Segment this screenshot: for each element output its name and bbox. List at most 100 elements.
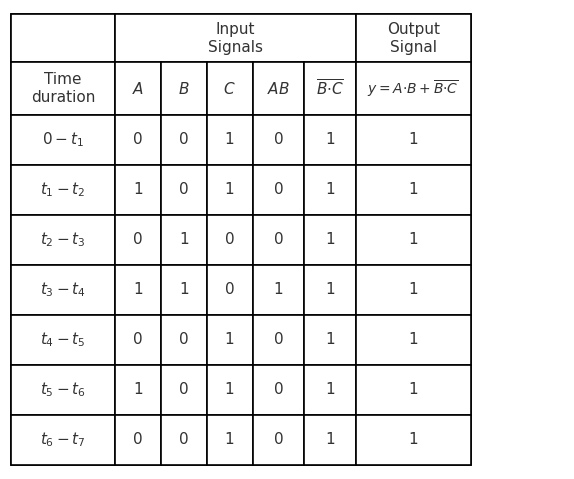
Text: $y = A{\cdot}B + \overline{B{\cdot}C}$: $y = A{\cdot}B + \overline{B{\cdot}C}$ — [367, 79, 459, 99]
Text: 0: 0 — [179, 382, 188, 397]
Bar — [11, 165, 115, 215]
Bar — [11, 14, 115, 62]
Text: 0: 0 — [133, 432, 142, 447]
Text: 1: 1 — [133, 282, 142, 297]
Bar — [115, 415, 161, 465]
Text: 1: 1 — [409, 382, 418, 397]
Text: 1: 1 — [225, 332, 234, 347]
Text: 1: 1 — [225, 182, 234, 197]
Bar — [11, 415, 115, 465]
Bar — [356, 265, 471, 315]
Text: Input
Signals: Input Signals — [208, 22, 263, 55]
Text: $A$: $A$ — [131, 80, 144, 97]
Bar — [11, 265, 115, 315]
Text: 1: 1 — [225, 432, 234, 447]
Text: 1: 1 — [325, 132, 335, 148]
Bar — [253, 165, 304, 215]
Bar — [115, 315, 161, 365]
Bar — [356, 62, 471, 115]
Bar — [207, 365, 253, 415]
Text: 0: 0 — [225, 282, 234, 297]
Text: 0: 0 — [225, 232, 234, 247]
Bar — [207, 115, 253, 165]
Bar — [11, 14, 471, 465]
Text: 0: 0 — [274, 432, 283, 447]
Bar — [356, 165, 471, 215]
Text: 0: 0 — [133, 332, 142, 347]
Bar — [161, 315, 207, 365]
Text: 0: 0 — [133, 232, 142, 247]
Text: Time
duration: Time duration — [31, 72, 95, 105]
Bar — [115, 365, 161, 415]
Bar — [207, 215, 253, 265]
Text: 1: 1 — [179, 282, 188, 297]
Bar — [207, 265, 253, 315]
Text: 1: 1 — [409, 282, 418, 297]
Bar — [161, 265, 207, 315]
Bar — [115, 265, 161, 315]
Bar — [161, 415, 207, 465]
Bar — [253, 265, 304, 315]
Text: $t_{1} - t_{2}$: $t_{1} - t_{2}$ — [40, 181, 86, 199]
Bar — [161, 62, 207, 115]
Text: 1: 1 — [325, 382, 335, 397]
Bar — [161, 165, 207, 215]
Text: 0: 0 — [133, 132, 142, 148]
Bar — [207, 315, 253, 365]
Text: $AB$: $AB$ — [267, 80, 290, 97]
Text: 0: 0 — [179, 332, 188, 347]
Bar — [207, 415, 253, 465]
Text: 0: 0 — [274, 332, 283, 347]
Text: $0 - t_{1}$: $0 - t_{1}$ — [42, 131, 84, 149]
Text: 1: 1 — [409, 432, 418, 447]
Text: 1: 1 — [133, 382, 142, 397]
Bar — [115, 62, 161, 115]
Text: $t_{2} - t_{3}$: $t_{2} - t_{3}$ — [40, 230, 86, 249]
Text: 1: 1 — [225, 382, 234, 397]
Text: 1: 1 — [325, 182, 335, 197]
Text: $B$: $B$ — [178, 80, 189, 97]
Text: 0: 0 — [274, 232, 283, 247]
Bar — [304, 315, 356, 365]
Text: 0: 0 — [274, 182, 283, 197]
Text: 1: 1 — [409, 232, 418, 247]
Bar — [11, 365, 115, 415]
Bar — [11, 115, 115, 165]
Bar — [356, 14, 471, 62]
Text: $t_{6} - t_{7}$: $t_{6} - t_{7}$ — [40, 430, 86, 449]
Text: 1: 1 — [325, 332, 335, 347]
Text: 1: 1 — [179, 232, 188, 247]
Text: 0: 0 — [179, 432, 188, 447]
Bar — [115, 215, 161, 265]
Text: $\overline{B{\cdot}C}$: $\overline{B{\cdot}C}$ — [316, 79, 344, 99]
Bar — [207, 62, 253, 115]
Bar — [356, 115, 471, 165]
Bar — [207, 165, 253, 215]
Bar — [161, 115, 207, 165]
Bar — [253, 115, 304, 165]
Bar — [253, 215, 304, 265]
Text: $C$: $C$ — [223, 80, 236, 97]
Bar — [11, 315, 115, 365]
Text: $t_{4} - t_{5}$: $t_{4} - t_{5}$ — [40, 331, 86, 349]
Bar — [356, 365, 471, 415]
Text: 1: 1 — [325, 282, 335, 297]
Bar — [115, 165, 161, 215]
Bar — [11, 62, 115, 115]
Bar — [304, 115, 356, 165]
Bar — [253, 365, 304, 415]
Bar — [304, 62, 356, 115]
Bar — [304, 365, 356, 415]
Text: 0: 0 — [274, 132, 283, 148]
Bar — [11, 215, 115, 265]
Bar — [304, 165, 356, 215]
Bar — [356, 415, 471, 465]
Text: 0: 0 — [179, 182, 188, 197]
Bar — [304, 415, 356, 465]
Bar — [161, 365, 207, 415]
Text: $t_{5} - t_{6}$: $t_{5} - t_{6}$ — [40, 380, 86, 399]
Bar — [304, 215, 356, 265]
Bar — [161, 215, 207, 265]
Bar — [253, 315, 304, 365]
Bar — [356, 215, 471, 265]
